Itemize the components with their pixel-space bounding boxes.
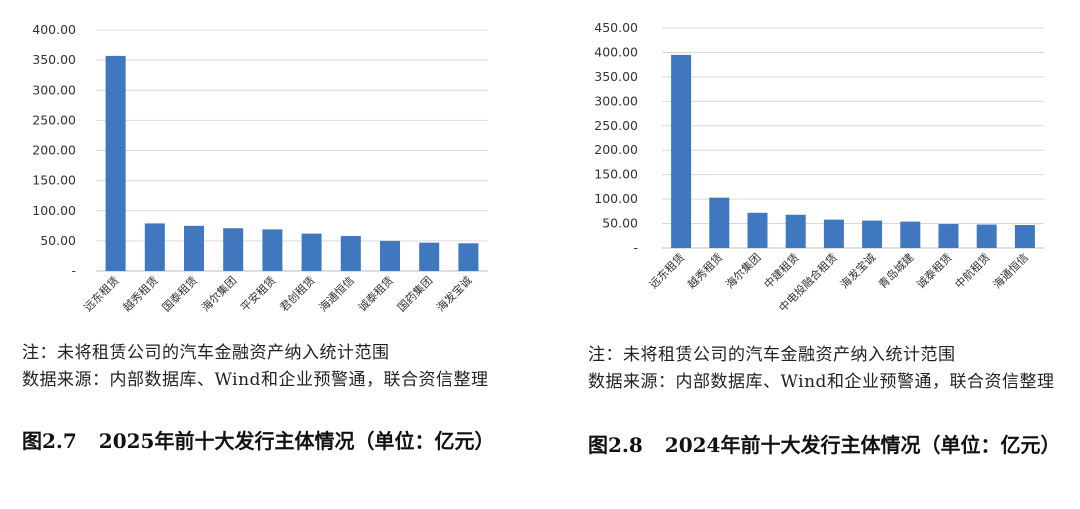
x-category-label: 海通恒信 xyxy=(990,250,1031,291)
source-text: 数据来源：内部数据库、Wind和企业预警通，联合资信整理 xyxy=(22,370,489,390)
bar xyxy=(976,224,997,248)
y-tick-label: 200.00 xyxy=(32,143,76,158)
figure-number: 图2.7 xyxy=(22,429,77,453)
x-category-label: 海通恒信 xyxy=(316,273,357,314)
x-category-label: 诚泰租赁 xyxy=(914,250,955,291)
y-tick-label: 50.00 xyxy=(602,216,638,231)
x-category-label: 海尔集团 xyxy=(198,273,239,314)
figure-number: 图2.8 xyxy=(588,433,643,457)
bar xyxy=(380,240,400,271)
x-category-label: 远东租赁 xyxy=(646,250,687,291)
bar xyxy=(184,225,204,271)
y-tick-label: 400.00 xyxy=(32,22,76,37)
note-text: 注：未将租赁公司的汽车金融资产纳入统计范围 xyxy=(588,345,956,365)
y-tick-label: - xyxy=(71,263,76,278)
chart-panel-2025: - 50.00 100.00 150.00 200.00 250.00 300.00 350.… xyxy=(22,22,522,458)
bar xyxy=(785,214,806,248)
bar xyxy=(747,212,768,248)
figure-caption-2024: 图2.8 2024年前十大发行主体情况（单位：亿元） xyxy=(588,428,1078,462)
bar-chart-2024: - 50.00 100.00 150.00 200.00 250.00 300.00 350.… xyxy=(594,20,1044,315)
bar xyxy=(223,228,244,271)
bar xyxy=(419,242,440,271)
bar xyxy=(1014,225,1035,248)
bar xyxy=(301,233,322,271)
x-category-label: 越秀租赁 xyxy=(684,250,725,291)
bar xyxy=(862,220,883,248)
x-category-label: 越秀租赁 xyxy=(120,273,161,314)
x-category-label: 远东租赁 xyxy=(81,273,122,314)
y-tick-label: 150.00 xyxy=(32,173,76,188)
note-text: 注：未将租赁公司的汽车金融资产纳入统计范围 xyxy=(22,343,390,363)
source-text: 数据来源：内部数据库、Wind和企业预警通，联合资信整理 xyxy=(588,372,1055,392)
y-tick-label: 50.00 xyxy=(40,233,76,248)
figure-caption-2025: 图2.7 2025年前十大发行主体情况（单位：亿元） xyxy=(22,424,522,458)
y-tick-label: 350.00 xyxy=(594,69,638,84)
x-category-label: 平安租赁 xyxy=(238,273,279,314)
y-tick-label: 100.00 xyxy=(32,203,76,218)
y-tick-label: 100.00 xyxy=(594,191,638,206)
bar xyxy=(144,223,165,271)
x-category-label: 国泰租赁 xyxy=(159,273,200,314)
bar xyxy=(262,229,283,271)
y-tick-label: 250.00 xyxy=(594,118,638,133)
y-tick-label: 300.00 xyxy=(594,93,638,108)
y-tick-label: 150.00 xyxy=(594,167,638,182)
x-category-label: 海发宝诚 xyxy=(434,273,475,314)
x-category-label: 国药集团 xyxy=(394,273,435,314)
x-category-label: 君创租赁 xyxy=(277,273,318,314)
y-tick-label: 450.00 xyxy=(594,20,638,35)
bar xyxy=(105,55,126,271)
bar xyxy=(938,224,959,248)
bar xyxy=(709,197,730,248)
bar xyxy=(458,243,479,271)
x-category-label: 中航租赁 xyxy=(952,250,993,291)
bar xyxy=(340,236,361,271)
y-tick-label: 300.00 xyxy=(32,82,76,97)
x-category-label: 海发宝诚 xyxy=(837,250,878,291)
y-tick-label: 400.00 xyxy=(594,44,638,59)
bar xyxy=(900,221,921,248)
x-category-label: 青岛城建 xyxy=(875,250,916,291)
bar xyxy=(671,54,692,249)
y-tick-label: - xyxy=(633,240,638,255)
figure-title: 2024年前十大发行主体情况（单位：亿元） xyxy=(664,433,1061,457)
x-category-label: 诚泰租赁 xyxy=(355,273,396,314)
chart-note-2024: 注：未将租赁公司的汽车金融资产纳入统计范围 数据来源：内部数据库、Wind和企业… xyxy=(588,342,1078,396)
y-tick-label: 200.00 xyxy=(594,142,638,157)
chart-note-2025: 注：未将租赁公司的汽车金融资产纳入统计范围 数据来源：内部数据库、Wind和企业… xyxy=(22,340,522,394)
y-tick-label: 250.00 xyxy=(32,112,76,127)
y-tick-label: 350.00 xyxy=(32,52,76,67)
figure-title: 2025年前十大发行主体情况（单位：亿元） xyxy=(98,429,495,453)
bar xyxy=(823,219,844,248)
chart-panel-2024: - 50.00 100.00 150.00 200.00 250.00 300.00 350.… xyxy=(540,0,1080,509)
x-category-label: 海尔集团 xyxy=(723,250,764,291)
bar-chart-2025: - 50.00 100.00 150.00 200.00 250.00 300.00 350.… xyxy=(32,22,488,314)
